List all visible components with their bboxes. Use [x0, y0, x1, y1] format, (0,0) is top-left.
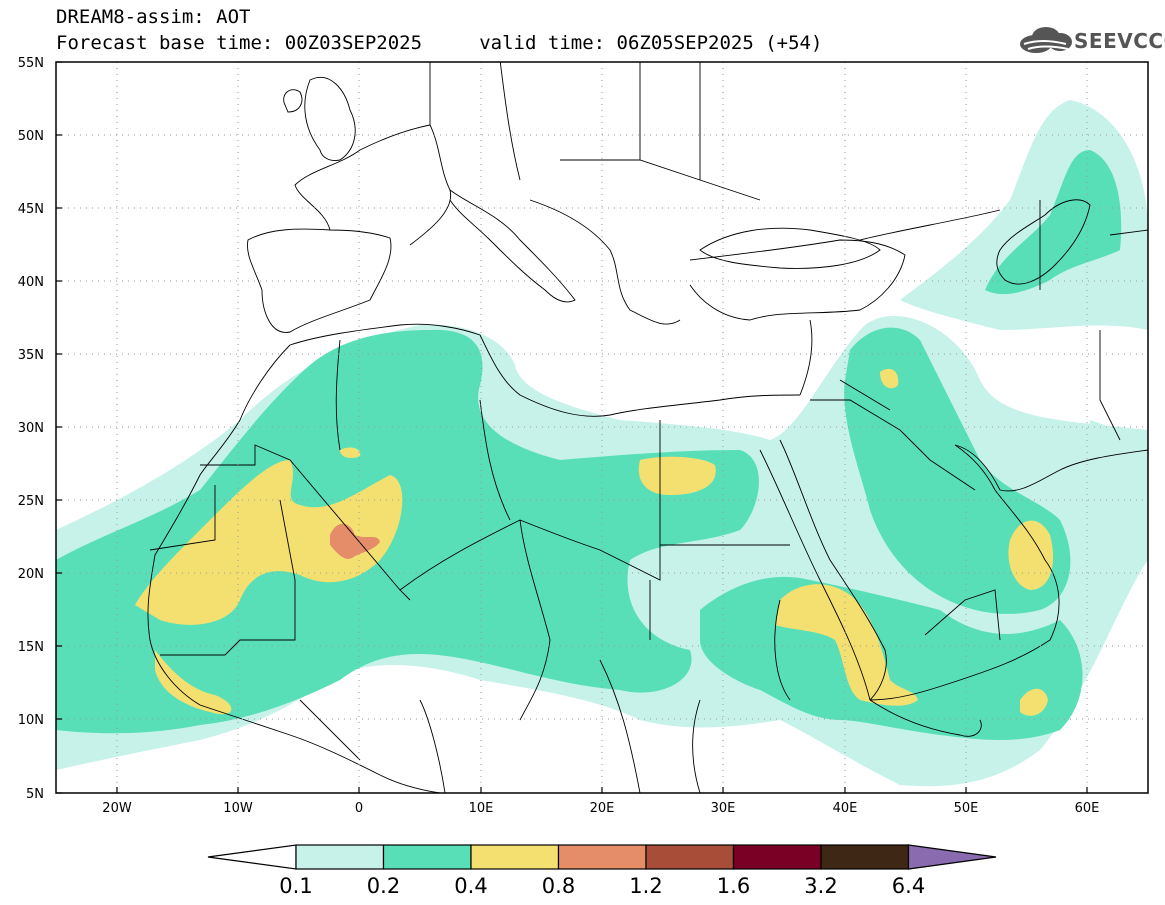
lon-label: 40E [833, 801, 858, 816]
colorbar-swatch [470, 844, 560, 870]
colorbar-label: 0.8 [542, 874, 575, 898]
lat-label: 10N [18, 713, 44, 728]
colorbar-label: 0.1 [279, 874, 312, 898]
lat-label: 45N [18, 202, 44, 217]
colorbar-label: 1.2 [629, 874, 662, 898]
aot-contour-0-4 [135, 368, 1054, 716]
colorbar-low-triangle [207, 844, 297, 870]
coastlines-borders [147, 62, 1148, 793]
lon-label: 0 [355, 801, 363, 816]
colorbar-label: 3.2 [804, 874, 837, 898]
colorbar-label: 1.6 [717, 874, 750, 898]
colorbar-swatch [382, 844, 472, 870]
colorbar-swatch [295, 844, 385, 870]
colorbar-swatch [645, 844, 735, 870]
graticule [56, 62, 1148, 793]
lon-label: 10W [223, 801, 253, 816]
colorbar-swatch [820, 844, 910, 870]
colorbar-high-triangle [907, 844, 997, 870]
cloud-icon [1020, 27, 1072, 53]
colorbar-swatch [557, 844, 647, 870]
colorbar-label: 0.4 [454, 874, 487, 898]
lon-label: 60E [1075, 801, 1100, 816]
colorbar-label: 6.4 [892, 874, 925, 898]
lat-label: 35N [18, 348, 44, 363]
lon-label: 20E [590, 801, 615, 816]
axis-ticks [56, 61, 1088, 794]
map-title: DREAM8-assim: AOT [56, 6, 251, 28]
lat-label: 55N [18, 56, 44, 71]
lon-label: 20W [102, 801, 132, 816]
lat-label: 30N [18, 421, 44, 436]
lon-label: 50E [954, 801, 979, 816]
lat-label: 50N [18, 129, 44, 144]
lon-label: 10E [469, 801, 494, 816]
aot-contour-0-8 [330, 523, 380, 559]
lat-label: 15N [18, 640, 44, 655]
lat-label: 25N [18, 494, 44, 509]
colorbar-swatch [732, 844, 822, 870]
forecast-time-line: Forecast base time: 00Z03SEP2025 valid t… [56, 32, 823, 54]
colorbar-label: 0.2 [367, 874, 400, 898]
logo-text: SEEVCCC [1074, 29, 1165, 53]
lat-label: 20N [18, 567, 44, 582]
lon-label: 30E [711, 801, 736, 816]
lat-label: 40N [18, 275, 44, 290]
colorbar [207, 844, 997, 870]
lat-label: 5N [26, 787, 44, 802]
